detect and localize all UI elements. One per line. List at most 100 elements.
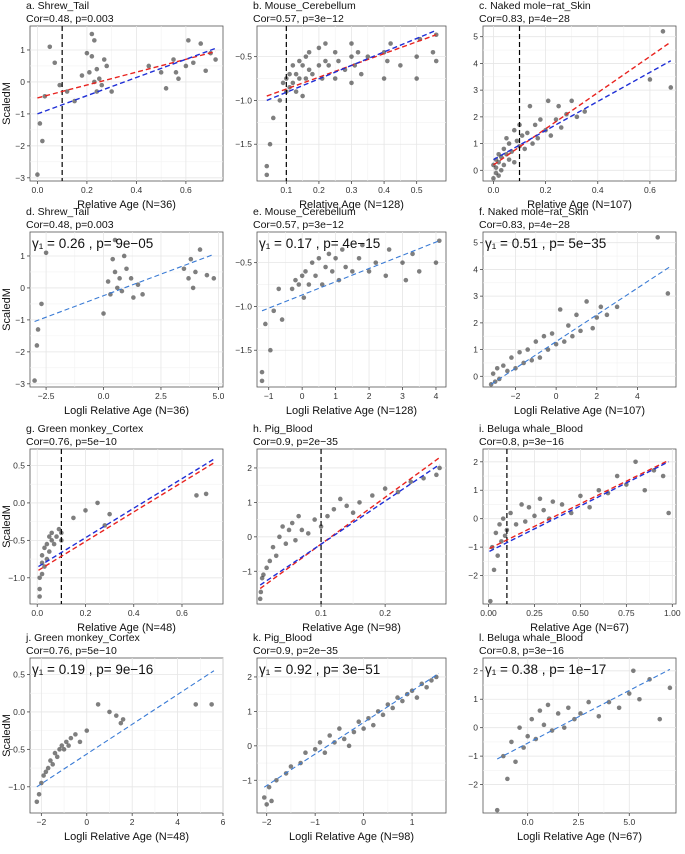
y-tick-label: −2 bbox=[468, 571, 478, 581]
y-axis-title: ScaledM bbox=[1, 714, 13, 757]
data-point bbox=[666, 510, 671, 516]
y-tick-label: −0.5 bbox=[8, 535, 25, 545]
data-point bbox=[501, 363, 506, 368]
x-tick-label: 0.0 bbox=[488, 185, 500, 195]
y-tick-label: 1 bbox=[20, 45, 25, 55]
data-point bbox=[276, 286, 282, 292]
panel-title: i. Beluga whale_Blood bbox=[479, 423, 583, 435]
data-point bbox=[271, 308, 277, 314]
red-fit-line bbox=[37, 50, 216, 99]
y-tick-label: 1 bbox=[20, 251, 25, 261]
plot-frame bbox=[256, 448, 447, 605]
data-point bbox=[414, 76, 419, 81]
data-point bbox=[209, 702, 214, 707]
data-point bbox=[104, 63, 110, 69]
data-point bbox=[549, 728, 555, 733]
data-layer bbox=[32, 237, 217, 383]
data-point bbox=[357, 500, 362, 505]
data-point bbox=[317, 740, 323, 745]
data-point bbox=[270, 544, 276, 550]
data-point bbox=[110, 256, 116, 262]
x-tick-label: 0.75 bbox=[618, 608, 635, 618]
y-tick-label: 0 bbox=[20, 283, 25, 293]
data-point bbox=[42, 94, 48, 99]
data-point bbox=[561, 339, 567, 344]
data-point bbox=[380, 712, 386, 718]
data-layer bbox=[34, 670, 215, 805]
y-tick-label: 2 bbox=[473, 112, 478, 122]
data-point bbox=[42, 545, 47, 551]
data-point bbox=[505, 368, 510, 374]
data-point bbox=[297, 76, 302, 81]
data-point bbox=[270, 115, 276, 121]
data-layer bbox=[37, 449, 217, 604]
red-fit-line bbox=[493, 41, 672, 166]
panel-subtitle: Cor=0.9, p=2e−35 bbox=[253, 436, 338, 448]
data-point bbox=[306, 67, 312, 73]
data-point bbox=[351, 729, 357, 735]
data-point bbox=[566, 323, 571, 328]
x-tick-label: −1 bbox=[264, 391, 274, 401]
data-point bbox=[414, 54, 419, 59]
data-layer bbox=[259, 238, 442, 384]
data-point bbox=[94, 89, 100, 94]
data-point bbox=[50, 762, 56, 767]
y-tick-label: −1.0 bbox=[8, 573, 25, 583]
y-tick-label: 2 bbox=[247, 463, 252, 473]
data-point bbox=[561, 725, 567, 730]
blue-fit-line bbox=[493, 60, 672, 161]
data-point bbox=[274, 777, 279, 783]
data-point bbox=[596, 714, 602, 719]
y-tick-label: 0.0 bbox=[13, 498, 25, 508]
data-point bbox=[538, 117, 543, 122]
x-tick-label: 0.3 bbox=[346, 185, 358, 195]
data-point bbox=[332, 76, 338, 81]
data-point bbox=[54, 754, 60, 760]
data-point bbox=[44, 541, 50, 547]
data-point bbox=[327, 733, 332, 738]
panel-title: h. Pig_Blood bbox=[253, 423, 313, 435]
data-point bbox=[61, 747, 67, 752]
data-point bbox=[358, 71, 364, 77]
data-point bbox=[120, 717, 126, 722]
data-point bbox=[660, 29, 666, 34]
data-point bbox=[429, 678, 434, 683]
data-point bbox=[118, 720, 124, 726]
data-point bbox=[497, 522, 502, 527]
data-point bbox=[146, 63, 152, 69]
data-point bbox=[47, 44, 53, 50]
x-axis-title: Relative Age (N=36) bbox=[77, 199, 176, 211]
data-point bbox=[290, 80, 296, 86]
data-point bbox=[119, 288, 125, 294]
data-point bbox=[95, 702, 101, 707]
x-axis-title: Relative Age (N=67) bbox=[530, 622, 629, 634]
data-point bbox=[300, 93, 305, 99]
y-tick-label: 0 bbox=[473, 723, 478, 733]
blue-fit-line bbox=[266, 29, 437, 102]
panel-title: e. Mouse_Cerebellum bbox=[253, 206, 356, 218]
data-point bbox=[94, 66, 100, 72]
x-tick-label: 0.50 bbox=[572, 608, 589, 618]
panel-subtitle: Cor=0.57, p=3e−12 bbox=[253, 219, 344, 231]
data-point bbox=[545, 98, 551, 104]
data-point bbox=[509, 739, 514, 745]
y-tick-label: −1.5 bbox=[235, 139, 252, 149]
data-point bbox=[537, 496, 543, 502]
data-point bbox=[390, 705, 395, 711]
x-tick-label: −1 bbox=[310, 817, 320, 827]
x-tick-label: 2 bbox=[130, 817, 135, 827]
data-point bbox=[64, 739, 69, 745]
data-point bbox=[113, 713, 119, 718]
data-point bbox=[340, 247, 345, 252]
x-tick-label: 0.4 bbox=[128, 608, 140, 618]
x-axis-title: Relative Age (N=48) bbox=[77, 622, 176, 634]
data-point bbox=[261, 795, 267, 800]
data-point bbox=[54, 534, 59, 539]
data-point bbox=[264, 802, 269, 807]
data-point bbox=[303, 54, 309, 59]
x-tick-label: 2 bbox=[594, 391, 599, 401]
y-tick-label: −1 bbox=[468, 751, 478, 761]
